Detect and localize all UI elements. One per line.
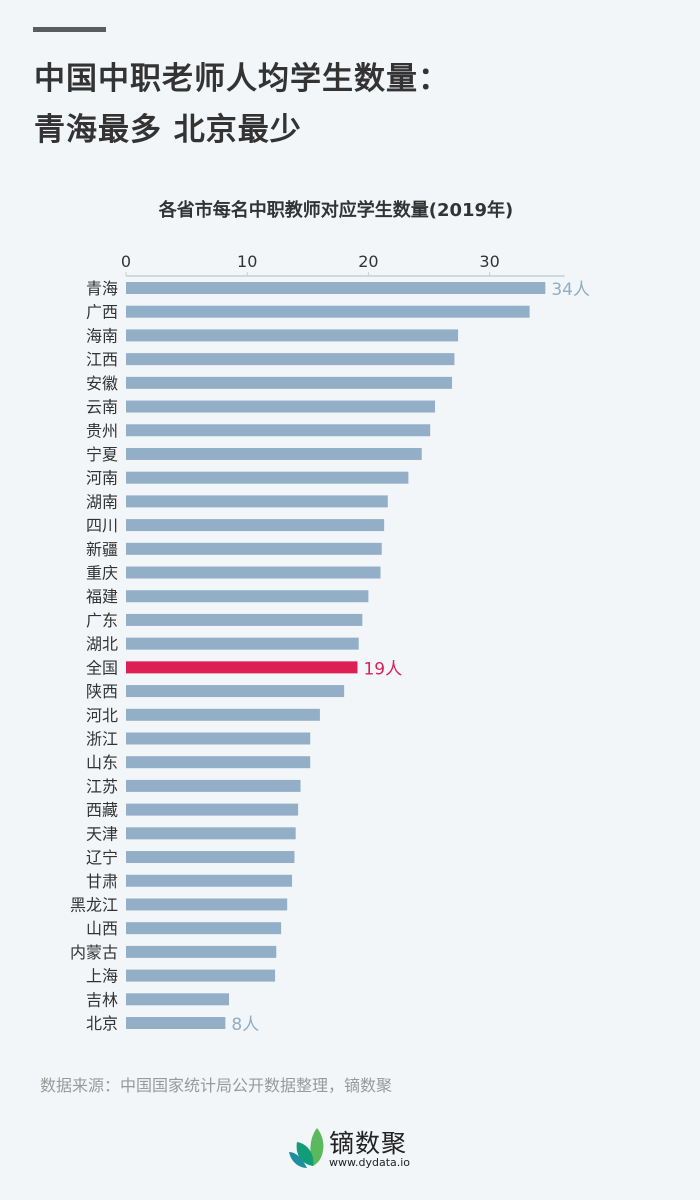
category-label: 重庆 xyxy=(86,564,118,583)
bar xyxy=(126,708,320,721)
bar xyxy=(126,993,230,1006)
bar xyxy=(126,945,277,958)
page-title: 中国中职老师人均学生数量： 青海最多 北京最少 xyxy=(34,54,450,156)
category-label: 甘肃 xyxy=(86,872,118,891)
category-label: 全国 xyxy=(86,658,118,677)
logo: 镝数聚 www.dydata.io xyxy=(287,1124,417,1174)
category-label: 辽宁 xyxy=(86,848,118,867)
bar xyxy=(126,1017,226,1030)
bar xyxy=(126,590,369,603)
bar xyxy=(126,851,295,864)
category-label: 青海 xyxy=(86,279,118,298)
category-label: 上海 xyxy=(86,967,118,986)
title-accent-bar xyxy=(33,27,106,32)
category-label: 贵州 xyxy=(86,421,118,440)
bar xyxy=(126,613,363,626)
x-tick-label: 20 xyxy=(358,252,378,271)
category-label: 山东 xyxy=(86,753,118,772)
data-label: 19人 xyxy=(363,659,402,679)
bar xyxy=(126,874,293,887)
bar xyxy=(126,542,382,555)
category-label: 江西 xyxy=(86,350,118,369)
bar-chart: 0 10 20 30 青海 34人广西海南江西安徽云南贵州宁夏河南湖南四川新疆重庆福建广东… xyxy=(70,252,590,1035)
bar xyxy=(126,732,311,745)
bar xyxy=(126,329,459,342)
category-label: 河北 xyxy=(86,706,118,725)
category-label: 北京 xyxy=(86,1014,118,1033)
bar xyxy=(126,922,282,935)
bar xyxy=(126,779,301,792)
bar xyxy=(126,400,436,413)
category-label: 新疆 xyxy=(86,540,118,559)
bar xyxy=(126,827,296,840)
category-label: 广西 xyxy=(86,303,118,322)
category-label: 天津 xyxy=(86,824,118,843)
category-label: 宁夏 xyxy=(86,445,118,464)
category-label: 湖北 xyxy=(86,635,118,654)
category-label: 黑龙江 xyxy=(70,895,118,914)
bar xyxy=(126,282,546,294)
category-label: 河南 xyxy=(86,469,118,488)
category-label: 四川 xyxy=(86,516,118,535)
x-tick-label: 10 xyxy=(237,252,257,271)
logo-name: 镝数聚 xyxy=(329,1129,408,1158)
category-label: 海南 xyxy=(86,326,118,345)
category-label: 陕西 xyxy=(86,682,118,701)
x-tick-label: 0 xyxy=(121,252,131,271)
data-label: 34人 xyxy=(551,280,590,300)
bar xyxy=(126,424,431,437)
category-label: 云南 xyxy=(86,398,118,417)
chart-title: 各省市每名中职教师对应学生数量(2019年) xyxy=(158,200,514,221)
bar-highlight xyxy=(126,661,358,674)
bar xyxy=(126,471,409,484)
source-note: 数据来源：中国国家统计局公开数据整理，镝数聚 xyxy=(40,1076,393,1095)
category-label: 湖南 xyxy=(86,492,118,511)
category-label: 内蒙古 xyxy=(70,943,118,962)
category-label: 福建 xyxy=(86,587,118,606)
logo-url: www.dydata.io xyxy=(329,1156,411,1169)
bar xyxy=(126,969,276,982)
bar xyxy=(126,566,381,579)
bar xyxy=(126,756,311,769)
bar xyxy=(126,803,299,816)
data-label: 8人 xyxy=(231,1015,259,1035)
bar xyxy=(126,376,453,389)
bar xyxy=(126,685,345,698)
title-line-2: 青海最多 北京最少 xyxy=(34,112,302,148)
bar xyxy=(126,519,385,532)
bar xyxy=(126,898,288,911)
bar xyxy=(126,447,422,460)
bar xyxy=(126,353,455,366)
bar xyxy=(126,637,359,650)
category-label: 吉林 xyxy=(86,990,118,1009)
category-label: 山西 xyxy=(86,919,118,938)
category-label: 西藏 xyxy=(86,801,118,820)
category-label: 浙江 xyxy=(86,729,118,748)
title-line-1: 中国中职老师人均学生数量： xyxy=(34,61,450,97)
bar xyxy=(126,305,530,318)
category-label: 江苏 xyxy=(86,777,118,796)
leaf-logo-icon xyxy=(289,1128,324,1168)
bar xyxy=(126,495,388,508)
category-label: 广东 xyxy=(86,611,118,630)
x-tick-label: 30 xyxy=(479,252,499,271)
category-label: 安徽 xyxy=(86,374,118,393)
